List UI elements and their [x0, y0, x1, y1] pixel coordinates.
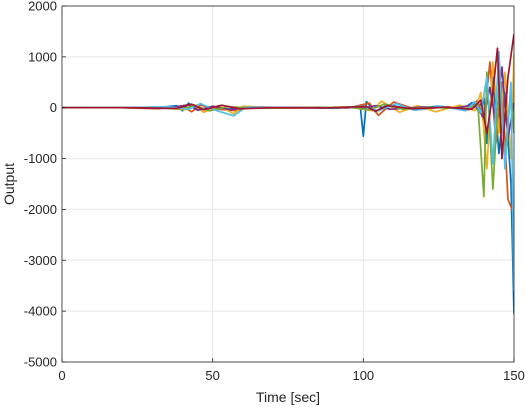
ticks: [61, 5, 515, 363]
series-line: [62, 50, 514, 291]
x-tick-label: 0: [58, 368, 65, 383]
y-tick-label: -5000: [24, 355, 57, 370]
x-tick-labels: 0 50 100 150: [58, 368, 524, 383]
y-tick-label: -1000: [24, 151, 57, 166]
y-tick-label: 2000: [28, 0, 57, 14]
x-tick-label: 100: [352, 368, 374, 383]
series-line: [62, 61, 514, 215]
y-tick-label: 1000: [28, 49, 57, 64]
y-tick-labels: -5000 -4000 -3000 -2000 -1000 0 1000 2000: [24, 0, 57, 370]
y-tick-label: 0: [50, 100, 57, 115]
y-axis-title: Output: [1, 163, 17, 205]
y-tick-label: -3000: [24, 253, 57, 268]
plot-area: [62, 6, 514, 362]
x-axis-title: Time [sec]: [256, 389, 320, 405]
x-tick-label: 50: [205, 368, 219, 383]
y-tick-label: -2000: [24, 202, 57, 217]
x-tick-label: 150: [503, 368, 525, 383]
series-line: [62, 33, 514, 160]
series-layer: [62, 33, 514, 314]
y-tick-label: -4000: [24, 304, 57, 319]
axes-box: [61, 5, 515, 363]
